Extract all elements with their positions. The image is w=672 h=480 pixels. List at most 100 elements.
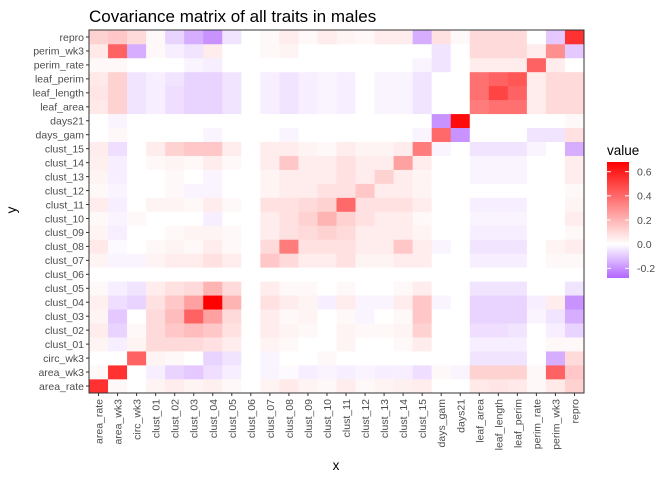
heatmap-cell <box>507 267 528 282</box>
x-tick-label: days21 <box>455 399 467 433</box>
heatmap-cell <box>355 127 375 142</box>
heatmap-cell <box>374 239 394 254</box>
heatmap-cell <box>146 113 166 129</box>
heatmap-cell <box>526 295 547 310</box>
heatmap-cell <box>355 169 375 184</box>
heatmap-cell <box>203 351 223 366</box>
heatmap-cell <box>317 71 337 87</box>
heatmap-cell <box>431 323 452 338</box>
heatmap-cell <box>165 113 185 129</box>
heatmap-cell <box>431 197 452 212</box>
y-tick-label: perim_wk3 <box>33 46 84 58</box>
heatmap-cell <box>222 253 242 268</box>
heatmap-cell <box>146 365 166 380</box>
heatmap-cell <box>507 295 528 310</box>
heatmap-cell <box>127 85 147 101</box>
heatmap-cell <box>374 281 394 296</box>
heatmap-cell <box>374 99 394 115</box>
heatmap-cell <box>526 281 547 296</box>
heatmap-cell <box>298 323 318 338</box>
heatmap-cell <box>298 309 318 324</box>
heatmap-cell <box>298 30 318 45</box>
heatmap-cell <box>165 351 185 366</box>
x-tick-label: clust_12 <box>360 399 372 438</box>
heatmap-cell <box>241 211 261 226</box>
y-tick-label: days21 <box>50 116 84 128</box>
heatmap-cell <box>355 281 375 296</box>
heatmap-cell <box>412 225 432 240</box>
heatmap-cell <box>165 155 185 170</box>
heatmap-cell <box>564 267 585 282</box>
heatmap-cell <box>165 71 185 87</box>
heatmap-cell <box>127 337 147 352</box>
heatmap-cell <box>127 323 147 338</box>
heatmap-cell <box>108 239 128 254</box>
heatmap-cell <box>374 57 394 73</box>
heatmap-cell <box>564 43 585 59</box>
heatmap-cell <box>507 43 528 59</box>
heatmap-cell <box>317 43 337 59</box>
heatmap-cell <box>146 169 166 184</box>
x-tick-label: clust_15 <box>417 399 429 438</box>
heatmap-cell <box>146 295 166 310</box>
y-tick-label: clust_05 <box>45 283 84 295</box>
heatmap-cell <box>545 141 566 156</box>
heatmap-cell <box>450 169 471 184</box>
heatmap-cell <box>374 295 394 310</box>
heatmap-cell <box>317 267 337 282</box>
heatmap-cell <box>355 337 375 352</box>
heatmap-cell <box>450 155 471 170</box>
heatmap-cell <box>298 85 318 101</box>
heatmap-cell <box>412 30 432 45</box>
heatmap-cell <box>469 309 490 324</box>
heatmap-cell <box>241 379 261 394</box>
x-tick-label: days_gam <box>436 399 448 448</box>
heatmap-cell <box>507 365 528 380</box>
heatmap-cell <box>165 365 185 380</box>
heatmap-cell <box>488 225 509 240</box>
heatmap-cell <box>165 141 185 156</box>
x-tick-label: clust_10 <box>322 399 334 438</box>
heatmap-cell <box>412 127 432 142</box>
heatmap-cell <box>279 239 299 254</box>
heatmap-cell <box>203 379 223 394</box>
heatmap-cell <box>374 337 394 352</box>
heatmap-cell <box>450 113 471 129</box>
heatmap-cell <box>241 155 261 170</box>
heatmap-cell <box>241 365 261 380</box>
y-tick-label: leaf_area <box>40 102 84 114</box>
heatmap-cell <box>431 253 452 268</box>
heatmap-cell <box>298 211 318 226</box>
heatmap-cell <box>412 71 432 87</box>
heatmap-cell <box>127 225 147 240</box>
heatmap-cell <box>488 71 509 87</box>
heatmap-cell <box>222 295 242 310</box>
heatmap-cell <box>108 169 128 184</box>
heatmap-cell <box>222 323 242 338</box>
heatmap-cell <box>203 141 223 156</box>
y-tick-label: clust_08 <box>45 241 84 253</box>
heatmap-cell <box>89 71 109 87</box>
heatmap-cell <box>412 197 432 212</box>
heatmap-cell <box>279 295 299 310</box>
y-tick-label: clust_10 <box>45 213 84 225</box>
heatmap-cell <box>184 71 204 87</box>
heatmap-cell <box>298 113 318 129</box>
heatmap-cell <box>469 365 490 380</box>
heatmap-cell <box>222 85 242 101</box>
heatmap-cell <box>127 309 147 324</box>
heatmap-cell <box>317 183 337 198</box>
heatmap-cell <box>146 281 166 296</box>
x-tick-label: clust_02 <box>170 399 182 438</box>
heatmap-cell <box>222 281 242 296</box>
heatmap-cell <box>222 211 242 226</box>
heatmap-cell <box>203 211 223 226</box>
heatmap-cell <box>108 295 128 310</box>
heatmap-cell <box>393 30 413 45</box>
y-tick-label: clust_04 <box>45 297 84 309</box>
heatmap-cell <box>469 85 490 101</box>
heatmap-cell <box>184 113 204 129</box>
heatmap-cell <box>203 365 223 380</box>
y-tick-label: clust_12 <box>45 185 84 197</box>
heatmap-cell <box>108 337 128 352</box>
